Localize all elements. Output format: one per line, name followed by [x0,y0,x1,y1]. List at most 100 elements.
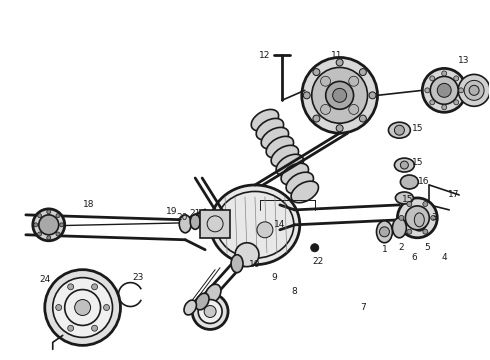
Circle shape [313,69,320,76]
Text: 15: 15 [402,195,413,204]
Ellipse shape [395,192,414,204]
Circle shape [34,223,38,227]
Text: 15: 15 [412,158,423,167]
Circle shape [454,76,459,81]
Ellipse shape [276,154,303,176]
Ellipse shape [389,122,410,138]
Circle shape [430,76,458,104]
Circle shape [33,209,65,241]
Circle shape [425,88,430,93]
Circle shape [198,300,222,323]
Circle shape [47,236,51,240]
Text: 2: 2 [398,243,404,252]
Circle shape [359,69,367,76]
Circle shape [454,100,459,105]
Ellipse shape [190,214,200,229]
Circle shape [302,58,377,133]
Circle shape [38,214,42,218]
Ellipse shape [400,175,418,189]
Bar [200,210,230,238]
Circle shape [464,80,484,100]
Ellipse shape [236,247,250,267]
Text: 17: 17 [448,190,460,199]
Ellipse shape [281,163,309,185]
Circle shape [45,270,121,345]
Circle shape [311,244,319,252]
Text: 16: 16 [417,177,429,186]
Circle shape [394,125,404,135]
Circle shape [39,215,59,235]
Circle shape [56,214,60,218]
Circle shape [320,104,331,114]
Text: 11: 11 [331,51,343,60]
Circle shape [349,104,359,114]
Text: 5: 5 [424,243,430,252]
Ellipse shape [261,127,289,149]
Circle shape [430,100,435,105]
Text: 23: 23 [133,273,144,282]
Circle shape [407,229,412,234]
Text: 19: 19 [166,207,177,216]
Circle shape [192,293,228,329]
Circle shape [431,215,436,220]
Circle shape [47,210,51,214]
Ellipse shape [205,284,221,303]
Circle shape [68,284,74,290]
Text: 12: 12 [259,51,270,60]
Ellipse shape [210,185,300,265]
Text: 18: 18 [83,201,95,210]
Circle shape [92,325,98,331]
Text: 14: 14 [274,220,286,229]
Ellipse shape [415,213,424,227]
Circle shape [235,243,259,267]
Circle shape [103,305,110,310]
Ellipse shape [394,158,415,172]
Text: 3: 3 [431,213,437,222]
Ellipse shape [196,293,209,310]
Circle shape [423,202,428,207]
Ellipse shape [231,255,243,273]
Text: 21: 21 [190,210,201,219]
Text: 4: 4 [441,253,447,262]
Circle shape [60,223,64,227]
Circle shape [333,88,346,102]
Circle shape [469,85,479,95]
Ellipse shape [291,181,318,203]
Circle shape [430,76,435,81]
Ellipse shape [184,300,196,315]
Ellipse shape [251,109,279,131]
Circle shape [349,76,359,86]
Circle shape [326,81,354,109]
Circle shape [458,75,490,106]
Text: 10: 10 [249,260,261,269]
Circle shape [422,68,466,112]
Text: 20: 20 [176,213,188,222]
Text: 24: 24 [39,275,50,284]
Circle shape [336,59,343,66]
Circle shape [303,92,310,99]
Circle shape [68,325,74,331]
Circle shape [53,278,113,337]
Text: 13: 13 [459,56,470,65]
Circle shape [437,84,451,97]
Circle shape [442,71,447,76]
Circle shape [442,105,447,110]
Text: 6: 6 [412,253,417,262]
Ellipse shape [271,145,298,167]
Circle shape [92,284,98,290]
Circle shape [336,125,343,132]
Circle shape [74,300,91,315]
Circle shape [397,198,437,238]
Circle shape [38,232,42,236]
Ellipse shape [256,118,284,140]
Circle shape [56,232,60,236]
Circle shape [257,222,273,238]
Circle shape [56,305,62,310]
Text: 15: 15 [412,124,423,133]
Circle shape [312,67,368,123]
Ellipse shape [266,136,294,158]
Circle shape [369,92,376,99]
Circle shape [320,76,331,86]
Text: 8: 8 [291,287,296,296]
Text: 9: 9 [271,273,277,282]
